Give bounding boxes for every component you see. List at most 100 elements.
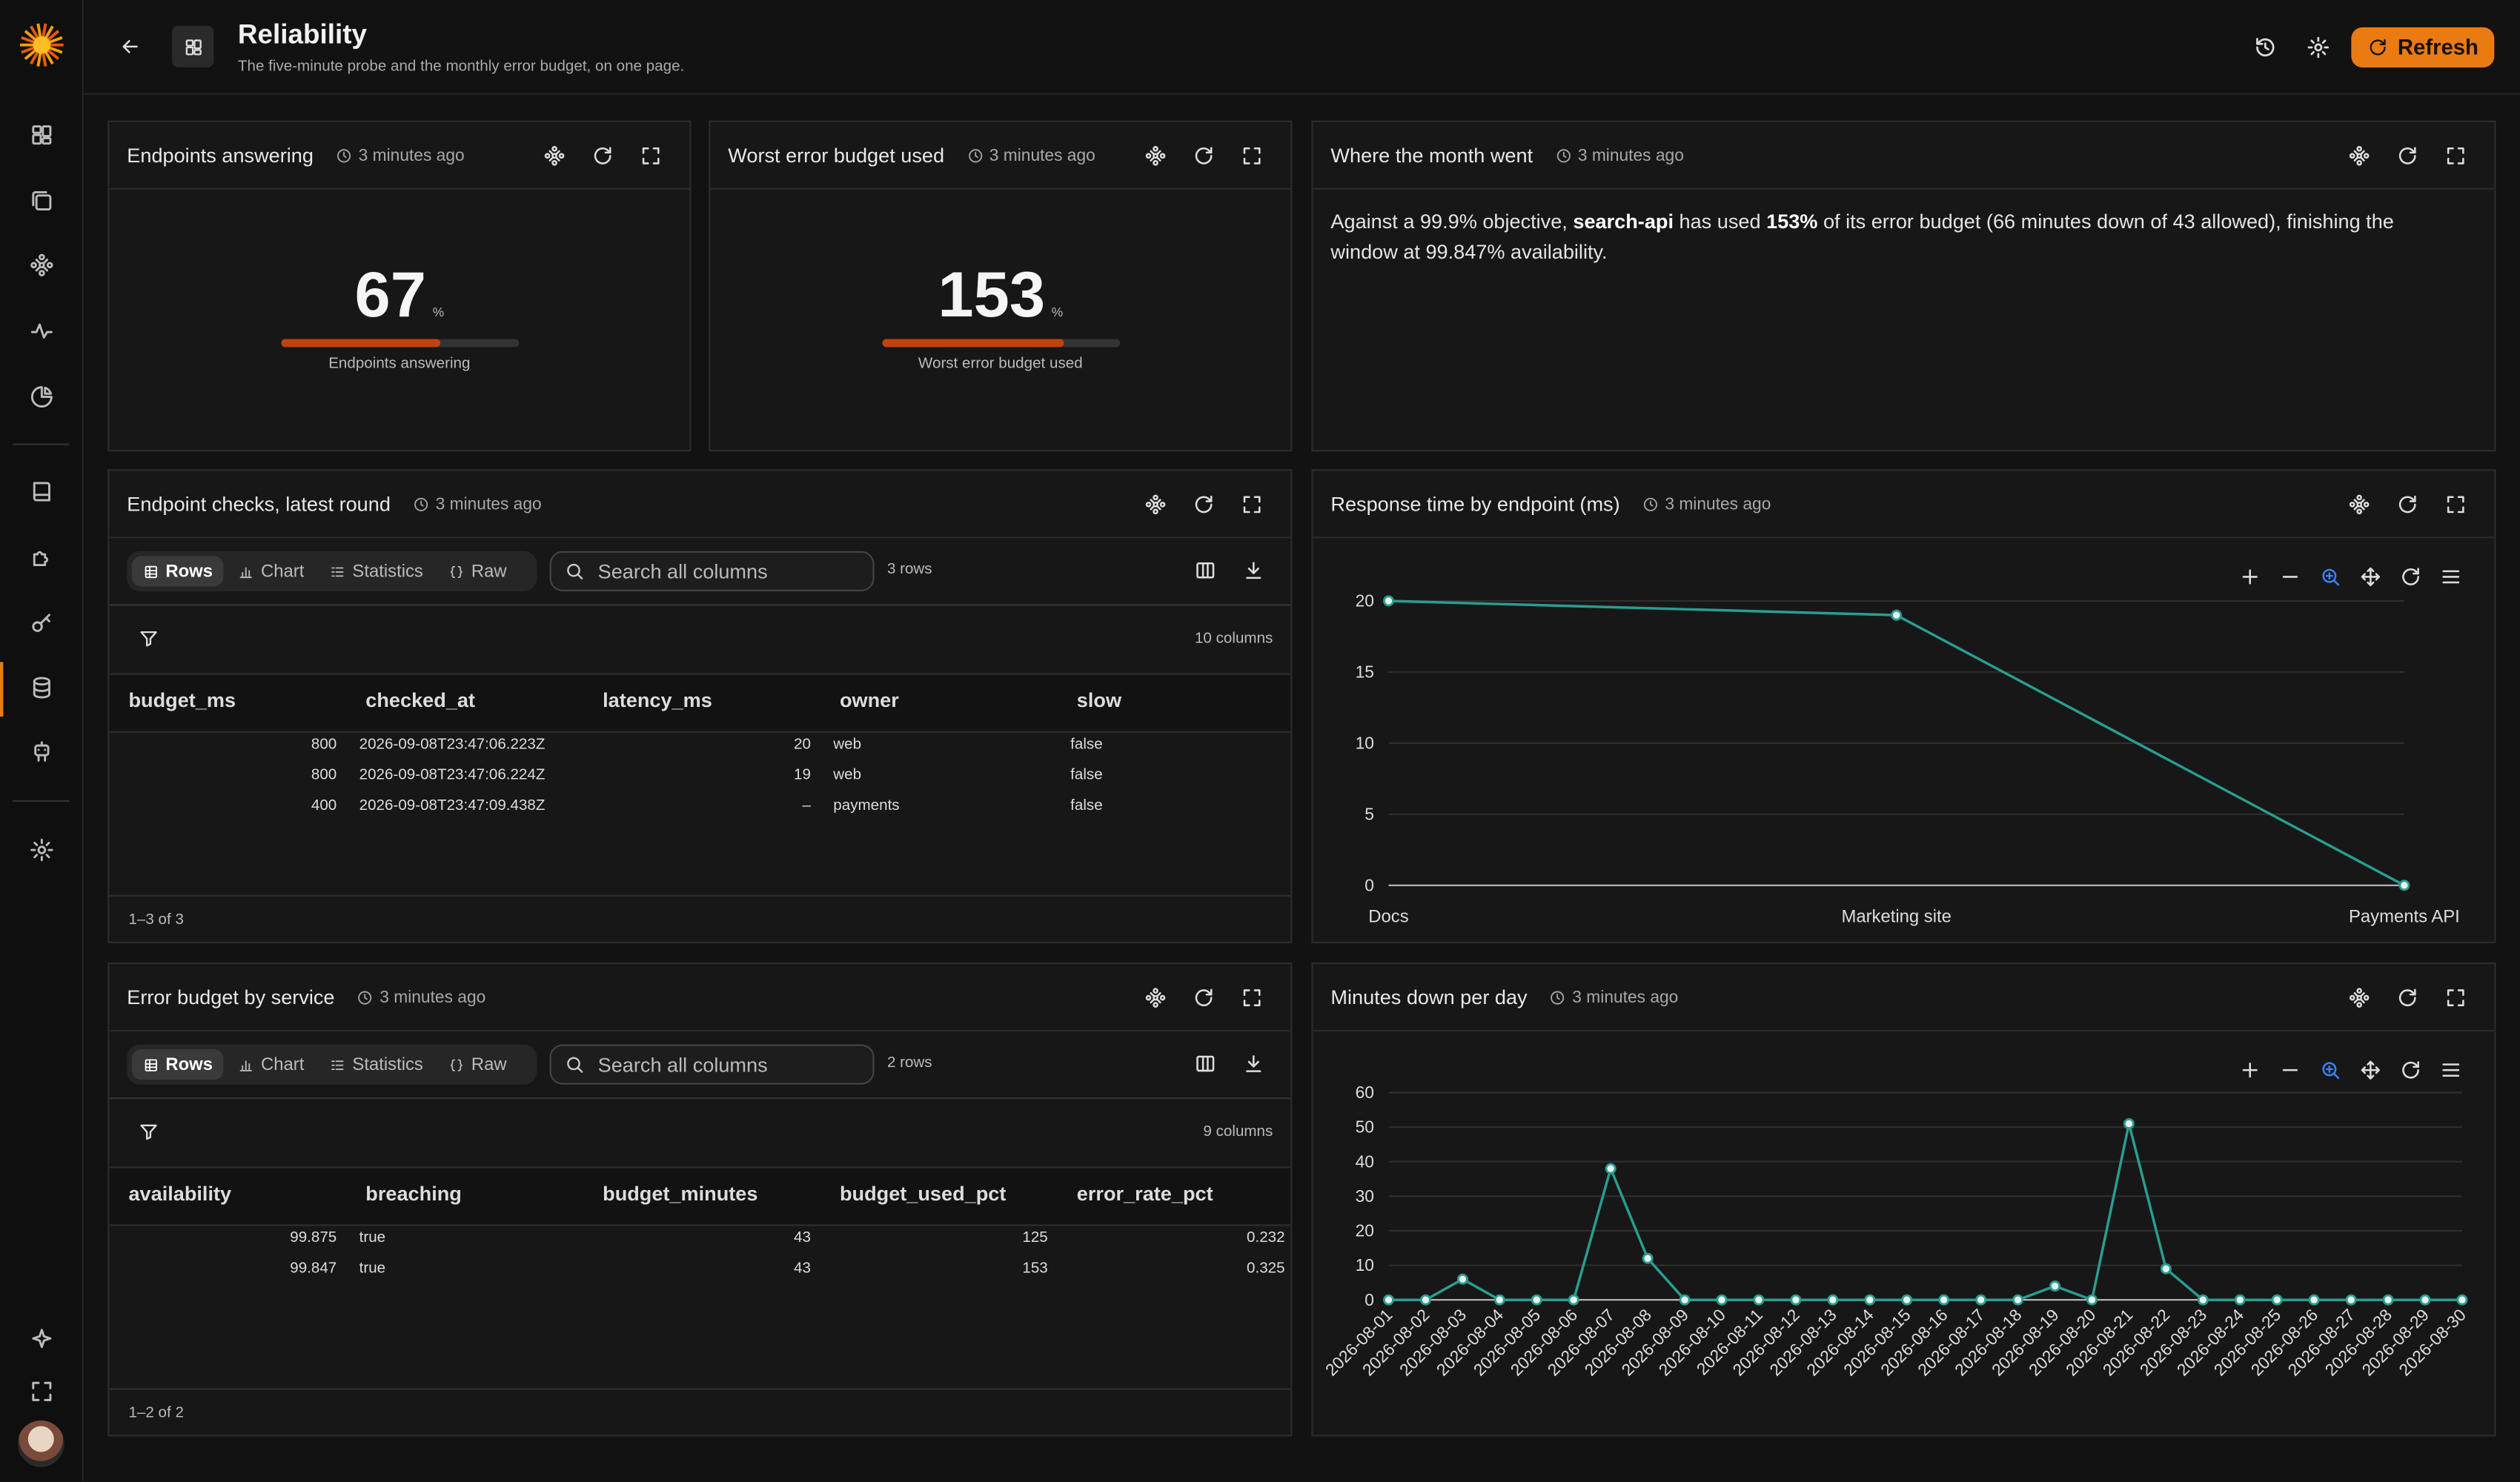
panel-fullscreen[interactable]	[1241, 986, 1263, 1008]
data-line	[1388, 1123, 2462, 1302]
chart-tool-move[interactable]	[2359, 1059, 2381, 1081]
column-header[interactable]: budget_ms	[128, 689, 236, 712]
panel-fullscreen[interactable]	[2444, 493, 2467, 515]
chart-tool-plus[interactable]	[2239, 1059, 2261, 1081]
view-tab[interactable]: Chart	[227, 1049, 315, 1080]
panel-explore-shape	[551, 144, 557, 151]
nav-db[interactable]	[29, 675, 55, 701]
nav-cluster[interactable]	[29, 252, 55, 278]
panel-explore[interactable]	[1144, 493, 1167, 515]
nav-pulse[interactable]	[29, 318, 55, 344]
column-header[interactable]: breaching	[365, 1182, 462, 1206]
panel-fullscreen[interactable]	[1241, 493, 1263, 515]
table-cell: 0.325	[1247, 1260, 1285, 1277]
chart-tool-move[interactable]	[2359, 565, 2381, 588]
stat-value: 153	[938, 260, 1046, 331]
chart-toolbar	[2239, 1059, 2462, 1081]
column-header[interactable]: availability	[128, 1182, 232, 1206]
filter-button[interactable]	[138, 1122, 159, 1143]
column-header[interactable]: budget_minutes	[603, 1182, 758, 1206]
column-header[interactable]: checked_at	[365, 689, 475, 712]
panel-explore[interactable]	[1144, 986, 1167, 1008]
panel-explore-shape	[551, 152, 557, 159]
nav-layers[interactable]	[29, 188, 55, 214]
column-header[interactable]: slow	[1076, 689, 1122, 712]
nav-dash[interactable]	[29, 122, 55, 148]
nav-pie[interactable]	[29, 384, 55, 410]
view-tab[interactable]: Chart	[227, 556, 315, 586]
chart-tool-menu[interactable]	[2440, 1059, 2462, 1081]
tab-icon	[240, 1060, 253, 1071]
panel-refresh[interactable]	[1193, 986, 1215, 1008]
settings-button[interactable]	[2307, 36, 2331, 60]
top-bar: Reliability The five-minute probe and th…	[83, 0, 2520, 95]
panel-refresh[interactable]	[1193, 493, 1215, 515]
nav-key-shape	[32, 621, 43, 632]
user-avatar[interactable]	[17, 1420, 64, 1467]
search-box[interactable]: Search all columns	[549, 1044, 875, 1085]
chart-tool-menu[interactable]	[2440, 565, 2462, 588]
column-header[interactable]: latency_ms	[603, 689, 712, 712]
view-tab[interactable]: Rows	[131, 1049, 225, 1080]
panel-refresh[interactable]	[1193, 144, 1215, 166]
panel-refresh[interactable]	[2396, 986, 2418, 1008]
panel-explore-shape	[2356, 159, 2362, 165]
column-count: 10 columns	[1194, 630, 1273, 648]
tab-label: Statistics	[352, 1054, 423, 1074]
columns-button[interactable]	[1194, 559, 1216, 582]
history-button[interactable]	[2253, 36, 2278, 60]
chart-tool-zoom[interactable]	[2319, 565, 2341, 588]
panel-explore-shape	[2349, 994, 2355, 1000]
column-header[interactable]: owner	[839, 689, 899, 712]
search-box[interactable]: Search all columns	[549, 551, 875, 591]
panel-refresh[interactable]	[2396, 493, 2418, 515]
chart-tool-zoom[interactable]	[2319, 1059, 2341, 1081]
panel-refresh-shape	[1195, 988, 1213, 1006]
clock-icon-shape	[343, 150, 347, 157]
nav-key[interactable]	[29, 611, 55, 637]
panel-explore[interactable]	[1144, 144, 1167, 166]
panel-refresh[interactable]	[591, 144, 614, 166]
data-point	[1679, 1294, 1691, 1306]
view-tab[interactable]: Raw	[437, 556, 517, 586]
panel-refresh[interactable]	[2396, 144, 2418, 166]
view-tab[interactable]: Rows	[131, 556, 225, 587]
download-button[interactable]	[1242, 1052, 1264, 1074]
nav-puzzle[interactable]	[29, 545, 55, 571]
view-tab[interactable]: Statistics	[319, 1049, 434, 1080]
chart-tool-refresh[interactable]	[2399, 565, 2421, 588]
panel-explore[interactable]	[543, 144, 566, 166]
panel-explore[interactable]	[2348, 986, 2370, 1008]
gauge-fill	[881, 339, 1064, 348]
panel-explore[interactable]	[2348, 493, 2370, 515]
chart-tool-refresh[interactable]	[2399, 1059, 2421, 1081]
column-header[interactable]: budget_used_pct	[839, 1182, 1007, 1206]
refresh-button[interactable]: Refresh	[2351, 27, 2495, 68]
columns-button[interactable]	[1194, 1052, 1216, 1074]
column-header[interactable]: error_rate_pct	[1076, 1182, 1213, 1206]
panel-refresh-shape	[2409, 988, 2416, 995]
panel-explore[interactable]	[2348, 144, 2370, 166]
filter-button[interactable]	[138, 628, 159, 649]
chart-tool-minus[interactable]	[2279, 1059, 2301, 1081]
view-tab[interactable]: Raw	[437, 1049, 517, 1080]
panel-fullscreen[interactable]	[2444, 986, 2467, 1008]
back-button[interactable]	[119, 36, 141, 58]
nav-bot[interactable]	[29, 739, 55, 765]
panel-fullscreen[interactable]	[1241, 144, 1263, 166]
panel-fullscreen[interactable]	[640, 144, 662, 166]
nav-book[interactable]	[29, 479, 55, 505]
y-tick-label: 10	[1356, 1255, 1374, 1275]
nav-gear[interactable]	[29, 837, 55, 863]
nav-spark[interactable]	[29, 1326, 55, 1352]
data-point	[1642, 1252, 1654, 1264]
chart: 0 5 10 15 20 Docs Marketing site Payments API	[1356, 591, 2460, 927]
panel-fullscreen[interactable]	[2444, 144, 2467, 166]
download-button[interactable]	[1242, 559, 1264, 582]
nav-expand[interactable]	[29, 1378, 55, 1404]
view-tab[interactable]: Statistics	[319, 556, 434, 586]
chart-tool-plus[interactable]	[2239, 565, 2261, 588]
panel-explore-shape	[1153, 500, 1158, 507]
chart-tool-minus[interactable]	[2279, 565, 2301, 588]
